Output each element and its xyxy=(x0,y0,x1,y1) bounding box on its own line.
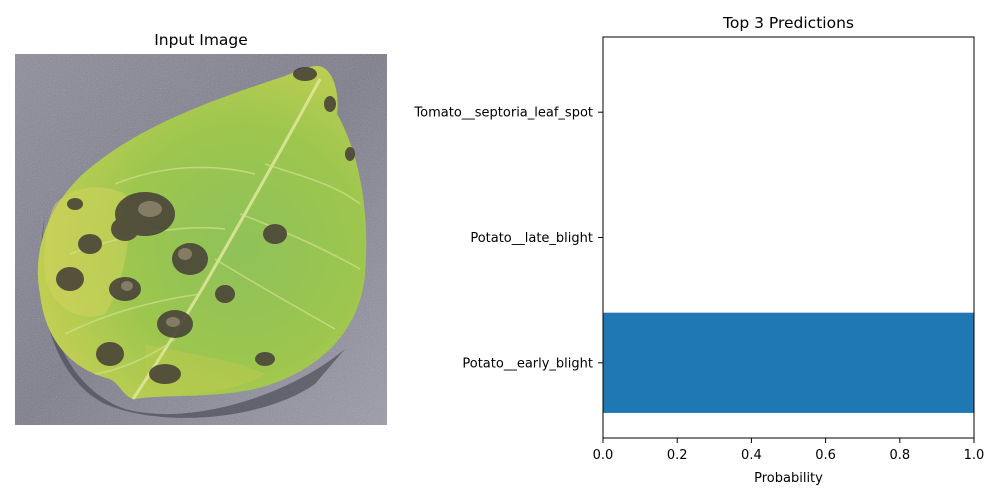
x-axis-label: Probability xyxy=(754,471,823,486)
y-tick-label: Tomato__septoria_leaf_spot xyxy=(413,106,593,121)
x-tick-label: 0.2 xyxy=(667,448,688,463)
bar-potato-early-blight xyxy=(603,312,974,413)
chart-title: Top 3 Predictions xyxy=(723,14,854,32)
y-tick-label: Potato__early_blight xyxy=(462,356,593,371)
y-tick-label: Potato__late_blight xyxy=(470,231,593,246)
x-tick-label: 0.0 xyxy=(593,448,614,463)
x-tick-label: 0.4 xyxy=(741,448,762,463)
x-tick-label: 0.6 xyxy=(815,448,836,463)
input-leaf-image xyxy=(15,54,387,425)
x-tick-label: 1.0 xyxy=(964,448,985,463)
input-image-title: Input Image xyxy=(154,31,248,49)
x-tick-label: 0.8 xyxy=(889,448,910,463)
